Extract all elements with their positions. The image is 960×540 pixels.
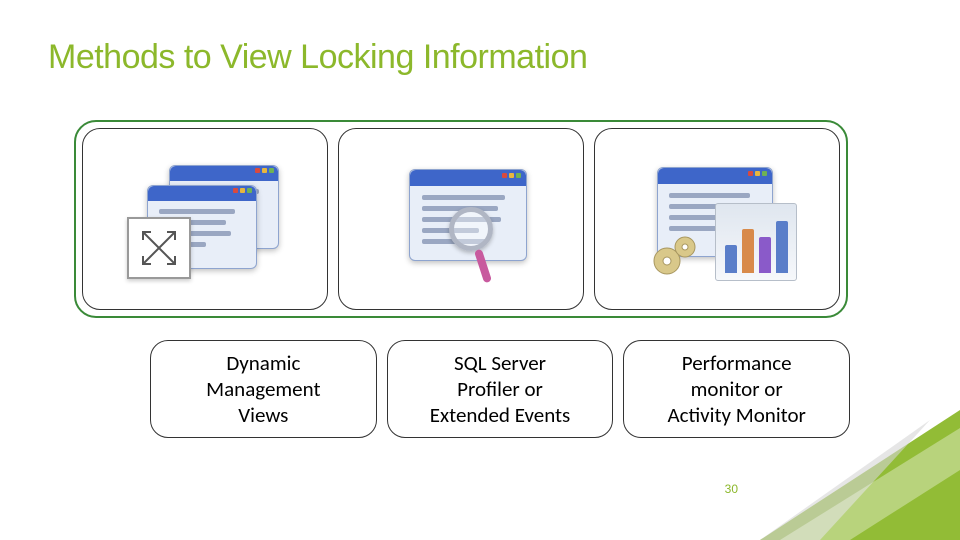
barchart-icon <box>715 203 797 281</box>
expand-icon <box>127 217 191 279</box>
slide-title: Methods to View Locking Information <box>48 38 587 77</box>
icon-row <box>82 128 840 310</box>
page-number: 30 <box>725 482 738 496</box>
perfmon-icon <box>647 163 787 275</box>
label-profiler-text: SQL ServerProfiler orExtended Events <box>430 350 571 429</box>
icon-cell-dmv <box>82 128 328 310</box>
label-perfmon: Performancemonitor orActivity Monitor <box>623 340 850 438</box>
label-profiler: SQL ServerProfiler orExtended Events <box>387 340 614 438</box>
gear-icon <box>647 227 701 281</box>
icon-cell-profiler <box>338 128 584 310</box>
profiler-icon <box>391 163 531 275</box>
icon-cell-perfmon <box>594 128 840 310</box>
label-dmv-text: DynamicManagementViews <box>206 350 320 429</box>
dmv-icon <box>135 163 275 275</box>
label-dmv: DynamicManagementViews <box>150 340 377 438</box>
magnifier-icon <box>449 207 509 267</box>
label-perfmon-text: Performancemonitor orActivity Monitor <box>667 350 805 429</box>
label-row: DynamicManagementViews SQL ServerProfile… <box>150 340 850 438</box>
